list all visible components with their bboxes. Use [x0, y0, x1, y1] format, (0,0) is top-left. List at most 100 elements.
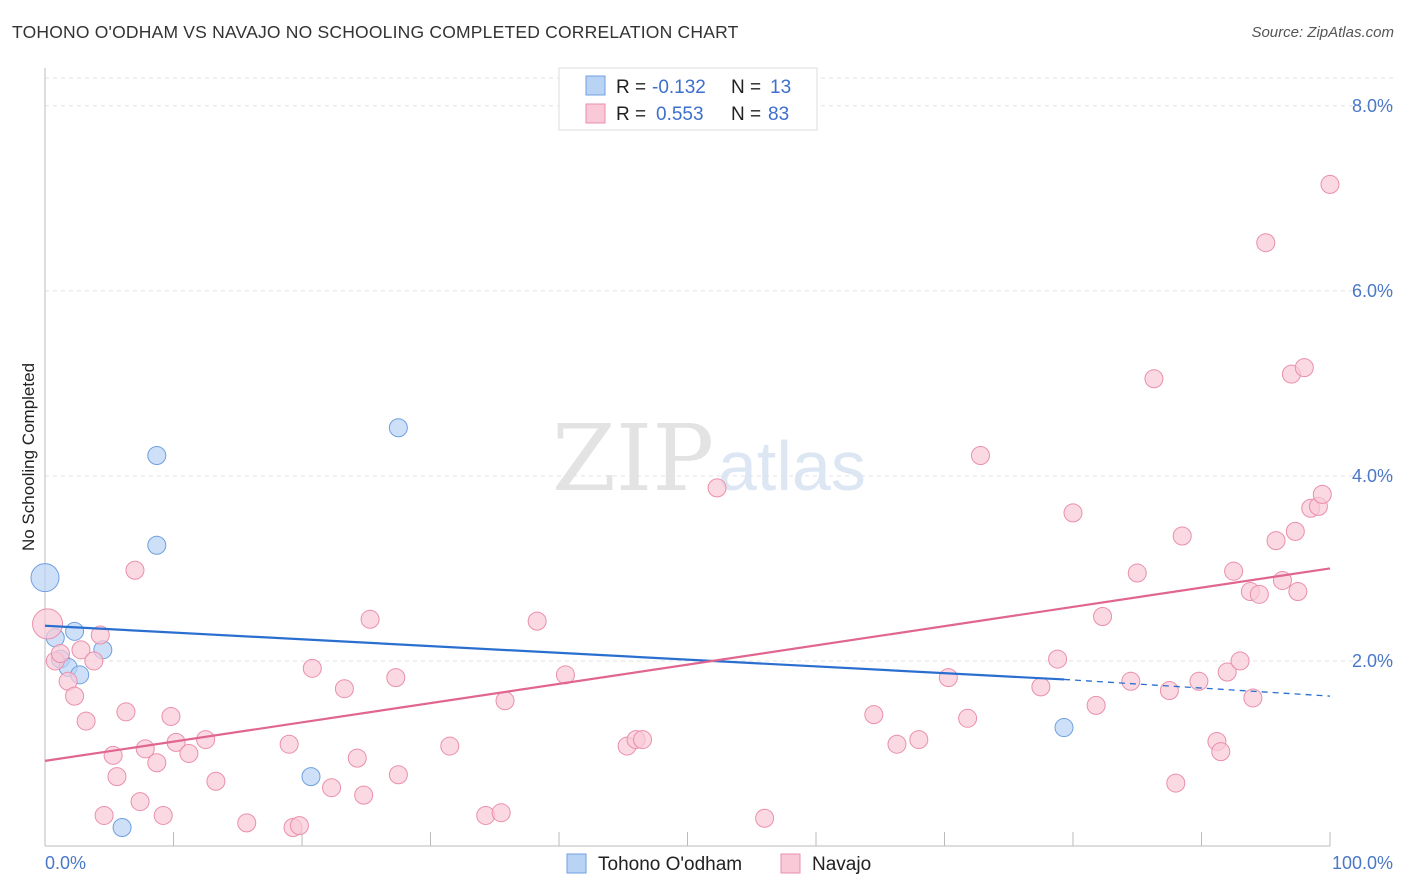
tohono-point — [65, 621, 85, 641]
navajo-point — [65, 686, 85, 706]
navajo-point — [32, 608, 64, 640]
watermark-atlas: atlas — [718, 427, 866, 505]
y-tick-label: 6.0% — [1352, 281, 1393, 301]
navajo-point — [50, 644, 70, 664]
tohono-point — [301, 767, 321, 787]
navajo-point — [107, 767, 127, 787]
navajo-point — [440, 736, 460, 756]
navajo-point — [116, 702, 136, 722]
bottom-legend-swatch-tohono — [566, 853, 587, 874]
navajo-point — [1189, 671, 1209, 691]
y-axis-label: No Schooling Completed — [19, 363, 38, 551]
navajo-point — [1294, 358, 1314, 378]
navajo-point — [90, 625, 110, 645]
navajo-point — [161, 706, 181, 726]
y-tick-label: 4.0% — [1352, 466, 1393, 486]
tohono-point — [388, 418, 408, 438]
bottom-legend-label-navajo: Navajo — [812, 854, 871, 875]
navajo-point — [707, 478, 727, 498]
legend: R = -0.132 N = 13 R = 0.553 N = 83 — [558, 67, 818, 131]
navajo-point — [527, 611, 547, 631]
navajo-point — [1144, 369, 1164, 389]
navajo-point — [196, 730, 216, 750]
legend-swatch-navajo — [585, 103, 606, 124]
navajo-point — [354, 785, 374, 805]
navajo-point — [388, 765, 408, 785]
navajo-point — [1230, 651, 1250, 671]
watermark-zip: ZIP — [552, 405, 714, 512]
legend-n-label-navajo: N = — [731, 104, 761, 125]
tohono-trend-line — [44, 624, 1065, 681]
legend-n-value-navajo: 83 — [768, 104, 789, 125]
legend-r-value-navajo: 0.553 — [656, 104, 704, 125]
navajo-point — [147, 753, 167, 773]
navajo-trend-line — [44, 567, 1331, 762]
navajo-point — [1312, 484, 1332, 504]
tohono-point — [147, 535, 167, 555]
legend-swatch-tohono — [585, 75, 606, 96]
navajo-point — [347, 748, 367, 768]
gridlines — [45, 77, 1393, 662]
navajo-point — [1249, 584, 1269, 604]
tohono-point — [112, 817, 132, 837]
navajo-point — [153, 805, 173, 825]
navajo-point — [334, 679, 354, 699]
tohono-trend-line-extension — [1063, 678, 1331, 697]
navajo-point — [1159, 681, 1179, 701]
navajo-point — [1086, 695, 1106, 715]
chart-title: TOHONO O'ODHAM VS NAVAJO NO SCHOOLING CO… — [12, 22, 739, 42]
legend-n-value-tohono: 13 — [770, 77, 791, 98]
navajo-point — [302, 658, 322, 678]
navajo-point — [1031, 677, 1051, 697]
navajo-point — [322, 778, 342, 798]
navajo-point — [71, 640, 91, 660]
navajo-point — [1121, 671, 1141, 691]
navajo-point — [958, 708, 978, 728]
x-tick-label-max: 100.0% — [1332, 853, 1393, 873]
navajo-point — [84, 651, 104, 671]
navajo-point — [1166, 773, 1186, 793]
navajo-point — [386, 668, 406, 688]
navajo-point — [1211, 742, 1231, 762]
navajo-point — [938, 668, 958, 688]
legend-r-label-navajo: R = — [616, 104, 646, 125]
navajo-point — [279, 734, 299, 754]
navajo-point — [887, 734, 907, 754]
navajo-point — [130, 792, 150, 812]
y-tick-label: 8.0% — [1352, 96, 1393, 116]
navajo-point — [1063, 503, 1083, 523]
navajo-point — [289, 816, 309, 836]
navajo-point — [1256, 233, 1276, 253]
tohono-point — [30, 563, 60, 593]
navajo-point — [1172, 526, 1192, 546]
navajo-point — [237, 813, 257, 833]
source-label: Source: ZipAtlas.com — [1251, 24, 1394, 41]
navajo-point — [633, 730, 653, 750]
navajo-point — [755, 808, 775, 828]
navajo-point — [1288, 582, 1308, 602]
navajo-point — [491, 803, 511, 823]
navajo-point — [1266, 531, 1286, 551]
legend-r-value-tohono: -0.132 — [652, 77, 706, 98]
navajo-point — [476, 805, 496, 825]
navajo-point — [1093, 607, 1113, 627]
navajo-point — [1320, 174, 1340, 194]
navajo-point — [179, 743, 199, 763]
navajo-point — [864, 705, 884, 725]
y-tick-label: 2.0% — [1352, 651, 1393, 671]
bottom-legend-swatch-navajo — [780, 853, 801, 874]
legend-n-label-tohono: N = — [731, 77, 761, 98]
navajo-point — [1048, 649, 1068, 669]
tohono-point — [147, 446, 167, 466]
x-tick-label-min: 0.0% — [45, 853, 86, 873]
navajo-point — [1224, 561, 1244, 581]
tohono-point — [1054, 718, 1074, 738]
navajo-point — [909, 730, 929, 750]
navajo-point — [970, 446, 990, 466]
navajo-point — [1285, 521, 1305, 541]
navajo-point — [94, 805, 114, 825]
navajo-point — [1127, 563, 1147, 583]
y-tick-labels: 2.0% 4.0% 6.0% 8.0% — [1352, 96, 1393, 671]
navajo-point — [1217, 662, 1237, 682]
